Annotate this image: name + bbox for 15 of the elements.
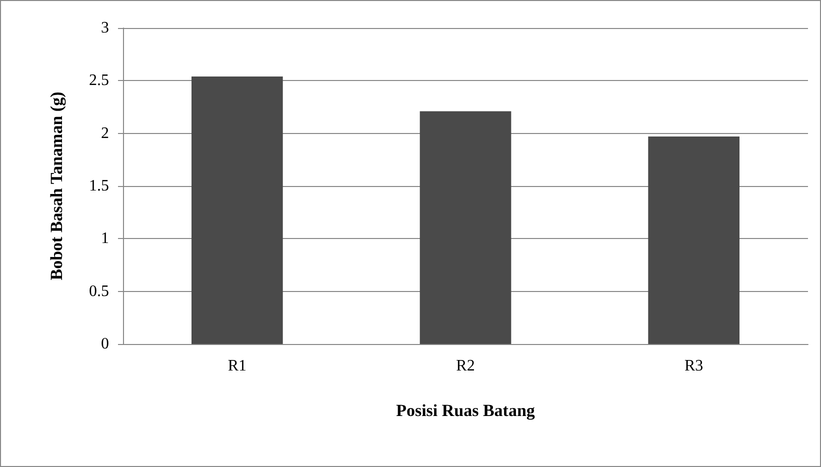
bar xyxy=(420,111,512,344)
y-tick-label: 2 xyxy=(101,124,109,142)
y-tick-label: 3 xyxy=(101,20,109,36)
y-tick-label: 1.5 xyxy=(89,178,109,194)
x-tick-label: R2 xyxy=(456,358,475,374)
x-tick-label: R1 xyxy=(228,358,247,374)
y-tick-label: 0 xyxy=(101,336,109,352)
y-tick-label: 2.5 xyxy=(89,72,109,90)
x-tick-label: R3 xyxy=(684,358,704,374)
y-tick-label: 1 xyxy=(101,230,109,248)
y-axis-title: Bobot Basah Tanaman (g) xyxy=(47,92,66,280)
y-tick-label: 0.5 xyxy=(89,282,109,300)
bar xyxy=(648,136,740,344)
x-axis-title: Posisi Ruas Batang xyxy=(396,401,536,420)
bar xyxy=(192,76,283,344)
